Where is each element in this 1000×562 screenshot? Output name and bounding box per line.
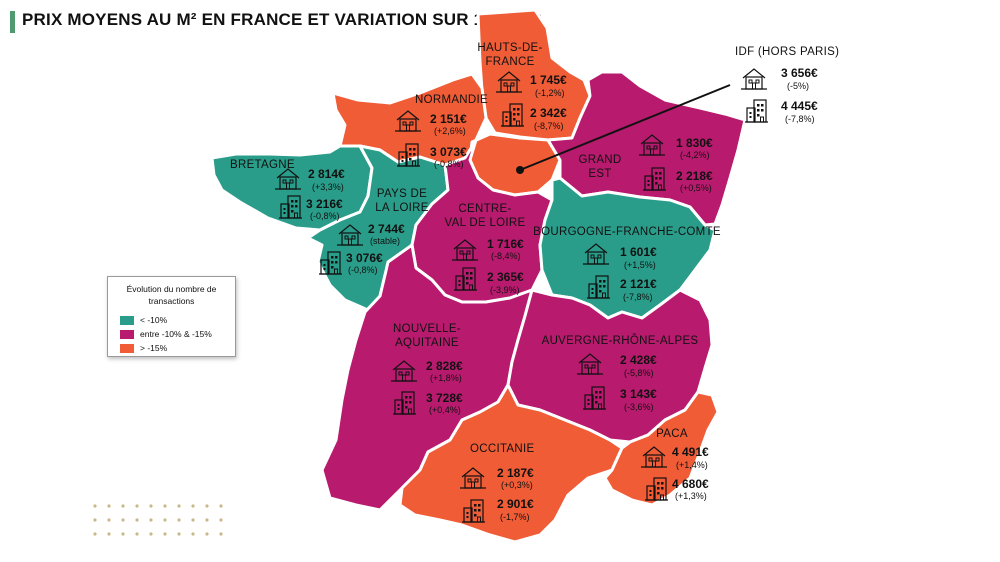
region-label-occitanie: OCCITANIE: [470, 443, 534, 455]
grand-est-house-variation: (-4,2%): [680, 150, 710, 160]
legend-swatch-orange: [120, 343, 134, 353]
nouvelle-aquitaine-house-variation: (+1,8%): [430, 373, 462, 383]
hauts-de-france-house-price: 1 745€: [530, 73, 567, 87]
bourgogne-house-price: 1 601€: [620, 245, 657, 259]
bretagne-apartment-variation: (-0,8%): [310, 211, 340, 221]
bretagne-house-variation: (+3,3%): [312, 182, 344, 192]
occitanie-apartment-variation: (-1,7%): [500, 512, 530, 522]
legend-item-magenta: entre -10% & -15%: [120, 327, 235, 341]
legend-swatch-green: [120, 315, 134, 325]
house-icon: [740, 68, 768, 90]
pays-de-la-loire-house-variation: (stable): [370, 236, 400, 246]
bretagne-house-price: 2 814€: [308, 167, 345, 181]
pays-de-la-loire-apartment-variation: (-0,8%): [348, 265, 378, 275]
idf-house-variation: (-5%): [787, 81, 809, 91]
region-label-pays-de-la-loire-1: PAYS DE: [377, 188, 427, 200]
normandie-apartment-variation: (-0,8%): [434, 159, 464, 169]
bourgogne-apartment-variation: (-7,8%): [623, 292, 653, 302]
auvergne-apartment-variation: (-3,6%): [624, 402, 654, 412]
nouvelle-aquitaine-house-price: 2 828€: [426, 359, 463, 373]
idf-pointer-dot: [516, 166, 524, 174]
legend-item-green: < -10%: [120, 313, 235, 327]
region-paca: [603, 390, 720, 507]
decorative-dot-grid: [93, 504, 223, 536]
region-label-bourgogne-franche-comte: BOURGOGNE-FRANCHE-COMTE: [533, 226, 721, 238]
region-label-centre-val-de-loire-1: CENTRE-: [458, 203, 511, 215]
region-label-idf: IDF (HORS PARIS): [735, 46, 839, 58]
pays-de-la-loire-apartment-price: 3 076€: [346, 251, 383, 265]
centre-val-de-loire-house-price: 1 716€: [487, 237, 524, 251]
idf-pointer-line: [519, 84, 731, 171]
grand-est-apartment-variation: (+0,5%): [680, 183, 712, 193]
centre-val-de-loire-apartment-variation: (-3,9%): [490, 285, 520, 295]
title-accent-bar: [10, 11, 15, 33]
legend-label-green: < -10%: [140, 315, 168, 325]
idf-apartment-price: 4 445€: [781, 99, 818, 113]
legend-label-magenta: entre -10% & -15%: [140, 329, 212, 339]
nouvelle-aquitaine-apartment-price: 3 728€: [426, 391, 463, 405]
legend-swatch-magenta: [120, 329, 134, 339]
hauts-de-france-apartment-price: 2 342€: [530, 106, 567, 120]
nouvelle-aquitaine-apartment-variation: (+0,4%): [429, 405, 461, 415]
hauts-de-france-house-variation: (-1,2%): [535, 88, 565, 98]
legend-item-orange: > -15%: [120, 341, 235, 355]
region-label-auvergne-rhone-alpes: AUVERGNE-RHÔNE-ALPES: [542, 334, 699, 347]
idf-house-price: 3 656€: [781, 66, 818, 80]
auvergne-apartment-price: 3 143€: [620, 387, 657, 401]
bourgogne-house-variation: (+1,5%): [624, 260, 656, 270]
paca-house-variation: (+1,4%): [676, 460, 708, 470]
idf-apartment-variation: (-7,8%): [785, 114, 815, 124]
region-label-bretagne: BRETAGNE: [230, 159, 295, 171]
region-occitanie: [398, 383, 624, 544]
auvergne-house-price: 2 428€: [620, 353, 657, 367]
paca-apartment-price: 4 680€: [672, 477, 709, 491]
bretagne-apartment-price: 3 216€: [306, 197, 343, 211]
apartment-building-icon: [744, 99, 769, 123]
normandie-house-price: 2 151€: [430, 112, 467, 126]
occitanie-house-variation: (+0,3%): [501, 480, 533, 490]
region-label-nouvelle-aquitaine-2: AQUITAINE: [395, 337, 459, 349]
region-label-paca: PACA: [656, 428, 688, 440]
region-label-pays-de-la-loire-2: LA LOIRE: [375, 202, 429, 214]
grand-est-house-price: 1 830€: [676, 136, 713, 150]
centre-val-de-loire-apartment-price: 2 365€: [487, 270, 524, 284]
region-label-hauts-de-france-2: FRANCE: [485, 56, 534, 68]
page-title: PRIX MOYENS AU M² EN FRANCE ET VARIATION…: [22, 10, 543, 29]
region-label-nouvelle-aquitaine-1: NOUVELLE-: [393, 323, 461, 335]
grand-est-apartment-price: 2 218€: [676, 169, 713, 183]
bourgogne-apartment-price: 2 121€: [620, 277, 657, 291]
centre-val-de-loire-house-variation: (-8,4%): [491, 251, 521, 261]
auvergne-house-variation: (-5,8%): [624, 368, 654, 378]
region-label-hauts-de-france-1: HAUTS-DE-: [477, 42, 542, 54]
legend-label-orange: > -15%: [140, 343, 168, 353]
hauts-de-france-apartment-variation: (-8,7%): [534, 121, 564, 131]
region-label-normandie: NORMANDIE: [415, 94, 488, 106]
region-label-grand-est-1: GRAND: [578, 154, 621, 166]
paca-apartment-variation: (+1,3%): [675, 491, 707, 501]
region-label-centre-val-de-loire-2: VAL DE LOIRE: [445, 217, 526, 229]
occitanie-apartment-price: 2 901€: [497, 497, 534, 511]
occitanie-house-price: 2 187€: [497, 466, 534, 480]
legend-title: Évolution du nombre de transactions: [126, 284, 217, 306]
pays-de-la-loire-house-price: 2 744€: [368, 222, 405, 236]
normandie-apartment-price: 3 073€: [430, 145, 467, 159]
normandie-house-variation: (+2,6%): [434, 126, 466, 136]
legend-box: Évolution du nombre de transactions < -1…: [107, 276, 236, 357]
region-centre-val-de-loire: [410, 138, 554, 304]
region-label-grand-est-2: EST: [588, 168, 611, 180]
paca-house-price: 4 491€: [672, 445, 709, 459]
